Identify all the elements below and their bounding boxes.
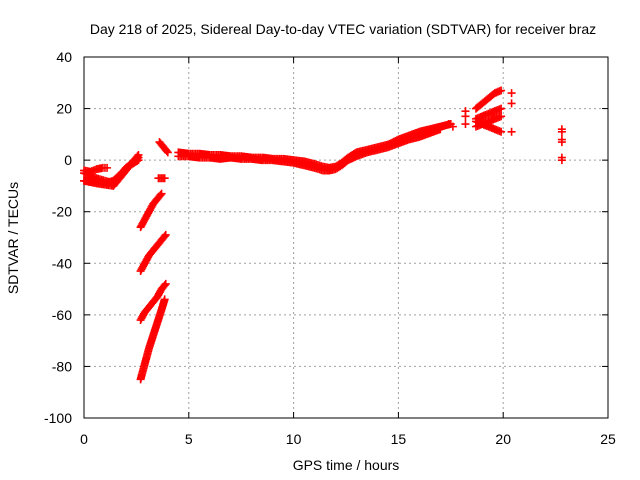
x-tick-label: 10: [286, 431, 302, 447]
data-point: [156, 190, 165, 199]
data-point: [133, 157, 142, 166]
x-tick-label: 20: [495, 431, 511, 447]
x-tick-label: 15: [391, 431, 407, 447]
data-point: [497, 112, 506, 121]
x-tick-label: 5: [185, 431, 193, 447]
data-points: [80, 86, 566, 384]
data-point: [157, 189, 166, 198]
x-tick-label: 0: [80, 431, 88, 447]
series-fall_c: [136, 279, 170, 325]
series-main_b: [174, 125, 445, 175]
series-mid_short: [154, 174, 169, 183]
data-point: [160, 174, 169, 183]
data-point: [163, 148, 172, 157]
series-sparse_a: [444, 89, 516, 136]
series-fall_a: [136, 189, 166, 232]
data-point: [448, 122, 457, 131]
data-point: [507, 89, 516, 98]
series-early_d: [80, 156, 143, 188]
series-fall_d: [136, 295, 169, 384]
y-tick-label: -40: [52, 255, 72, 271]
data-point: [507, 99, 516, 108]
series-sparse_b: [557, 125, 566, 165]
x-tick-label: 25: [600, 431, 616, 447]
series-late_a: [471, 86, 506, 113]
data-point: [160, 295, 169, 304]
plot-frame: [83, 56, 609, 419]
y-tick-label: -60: [52, 307, 72, 323]
data-point: [497, 104, 506, 113]
data-point: [444, 120, 453, 129]
data-point: [161, 279, 170, 288]
data-point: [436, 125, 445, 134]
data-point: [161, 230, 170, 239]
x-axis-label: GPS time / hours: [293, 457, 400, 473]
series-late_d: [471, 117, 506, 136]
data-point: [557, 127, 566, 136]
data-point: [162, 147, 171, 156]
series-fall_b: [136, 230, 170, 276]
y-tick-label: 0: [64, 152, 72, 168]
y-tick-label: -80: [52, 358, 72, 374]
data-point: [557, 156, 566, 165]
data-point: [557, 138, 566, 147]
y-tick-label: 40: [56, 49, 72, 65]
data-point: [497, 127, 506, 136]
y-tick-label: -20: [52, 204, 72, 220]
y-tick-label: 20: [56, 101, 72, 117]
axis-ticks: 0 5 10 15 20 25 -100 -80 -60 -40 -20 0 20 40: [44, 49, 616, 447]
chart-title: Day 218 of 2025, Sidereal Day-to-day VTE…: [90, 21, 596, 37]
y-tick-label: -100: [44, 410, 72, 426]
data-point: [461, 112, 470, 121]
data-point: [160, 281, 169, 290]
data-point: [461, 120, 470, 129]
series-early_c: [80, 163, 112, 176]
y-axis-label: SDTVAR / TECUs: [5, 182, 21, 294]
series-spike_a: [155, 138, 172, 157]
data-point: [497, 86, 506, 95]
data-point: [160, 232, 169, 241]
data-point: [507, 127, 516, 136]
data-point: [103, 163, 112, 172]
data-point: [134, 156, 143, 165]
